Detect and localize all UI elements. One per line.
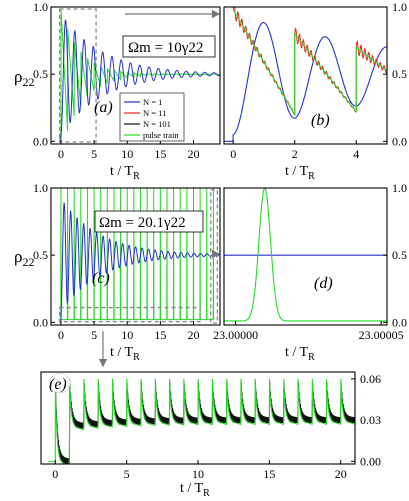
y-tick-label-c-0: 0.0: [33, 315, 48, 329]
panel-c-label: (c): [92, 270, 110, 287]
x-tick-label-e-0: 0: [52, 467, 58, 481]
x-tick-label-d-0: 23.00000: [213, 328, 258, 342]
y-tick-label-b-0: 0.0: [392, 134, 407, 148]
x-tick-label-e-3: 15: [263, 467, 275, 481]
panel-a-label: (a): [94, 99, 113, 116]
x-tick-label-a-1: 5: [91, 147, 97, 161]
panel-e-label-text: (e): [49, 376, 67, 393]
y-tick-label-b-1: 0.5: [392, 67, 407, 81]
series-pulse-train-c: [60, 188, 215, 321]
y-tick-label-e-2: 0.06: [360, 372, 381, 386]
y-axis-label-a: ρ22: [14, 67, 34, 89]
series-n1-c: [59, 202, 220, 323]
annotation-c-text: Ωm = 20.1γ22: [99, 215, 186, 231]
x-axis-label-b: t / TR: [285, 164, 315, 182]
panel-a: 0 5 10 15 200.00.51.0 (a) Ωm = 10γ22 N = 1N …: [14, 0, 221, 182]
panel-b-frame: [223, 6, 388, 145]
zoom-box-c-bottom: [58, 306, 201, 323]
panel-a-frame: [50, 6, 221, 145]
legend-a-box: [119, 92, 185, 142]
panel-c: 0 5 10 15 20 0.0 0.5 1.0 (c) Ωm = 20.1γ22 ρ22 t…: [14, 181, 221, 363]
x-tick-label-a-3: 15: [154, 147, 166, 161]
panel-e-ticks: 0 5 10 15 20 0.00 0.03 0.06: [52, 372, 381, 481]
panel-e-label: (e): [49, 372, 71, 394]
series-pulse-train-d: [224, 188, 387, 322]
x-tick-label-a-0: 0: [58, 147, 64, 161]
x-axis-label-d: t / TR: [285, 345, 315, 363]
x-tick-label-e-1: 5: [124, 467, 130, 481]
y-tick-label-a-0: 0.0: [33, 134, 48, 148]
x-axis-label-a: t / TR: [110, 164, 140, 182]
annotation-a-box: [122, 35, 216, 58]
series-pulse-train-b: [232, 9, 387, 117]
x-tick-label-d-1: 23.00005: [359, 328, 404, 342]
panel-b-ticks: 0 2 4 0.0 0.5 1.0: [230, 0, 407, 161]
panel-a-ticks: 0 5 10 15 20 0.0 0.5 1.0: [33, 0, 199, 161]
legend-a-entry-n11: N = 11: [143, 108, 166, 118]
panel-c-ticks: 0 5 10 15 20 0.0 0.5 1.0: [33, 181, 199, 342]
legend-a-entry-n1: N = 1: [143, 97, 162, 107]
y-tick-label-e-1: 0.03: [360, 413, 381, 427]
y-tick-label-c-2: 1.0: [33, 181, 48, 195]
x-tick-label-a-4: 20: [187, 147, 199, 161]
panel-b-lines: [224, 7, 387, 142]
x-axis-label-c: t / TR: [110, 345, 140, 363]
panel-d-label: (d): [314, 275, 333, 292]
annotation-a: Ωm = 10γ22: [122, 35, 216, 58]
x-tick-label-b-0: 0: [230, 147, 236, 161]
x-tick-label-b-2: 4: [353, 147, 359, 161]
x-axis-label-e: t / TR: [180, 481, 210, 499]
annotation-c-box: [94, 210, 204, 233]
x-tick-label-c-3: 15: [154, 328, 166, 342]
x-tick-label-c-2: 10: [121, 328, 133, 342]
x-tick-label-e-2: 10: [192, 467, 204, 481]
x-tick-label-e-4: 20: [335, 467, 347, 481]
series-n11-b: [232, 7, 387, 116]
x-tick-label-c-4: 20: [187, 328, 199, 342]
y-tick-label-a-1: 0.5: [33, 67, 48, 81]
panel-c-lines: [59, 188, 220, 323]
y-tick-label-d-1: 0.5: [392, 248, 407, 262]
y-tick-label-b-2: 1.0: [392, 0, 407, 14]
y-axis-label-c: ρ22: [14, 247, 34, 269]
legend-a-entry-n101: N = 101: [143, 119, 171, 129]
annotation-c: Ωm = 20.1γ22: [94, 210, 204, 233]
legend-a-entry-pulse: pulse train: [143, 130, 179, 140]
y-tick-label-a-2: 1.0: [33, 0, 48, 14]
annotation-a-text: Ωm = 10γ22: [128, 40, 203, 56]
panel-d-lines: [224, 188, 387, 322]
y-tick-label-e-0: 0.00: [360, 454, 381, 468]
x-tick-label-b-1: 2: [292, 147, 298, 161]
x-tick-label-a-2: 10: [121, 147, 133, 161]
series-pulse-train-e: [48, 378, 355, 464]
y-tick-label-d-2: 1.0: [392, 181, 407, 195]
panel-e-label-bg: [49, 372, 71, 394]
panel-e: 0 5 10 15 20 0.00 0.03 0.06 (e) t / TR: [40, 371, 381, 499]
panel-e-lines: [48, 378, 355, 464]
y-tick-label-c-1: 0.5: [33, 248, 48, 262]
panel-c-frame: [50, 187, 221, 326]
panel-b: 0 2 4 0.0 0.5 1.0 (b) t / TR: [223, 0, 407, 182]
y-tick-label-d-0: 0.0: [392, 315, 407, 329]
panel-a-lines: [59, 9, 220, 142]
x-tick-label-c-0: 0: [58, 328, 64, 342]
x-tick-label-c-1: 5: [91, 328, 97, 342]
panel-b-label: (b): [311, 112, 330, 129]
series-n1-b: [224, 22, 387, 142]
series-n1-a: [59, 19, 220, 142]
panel-d-frame: [223, 187, 388, 326]
